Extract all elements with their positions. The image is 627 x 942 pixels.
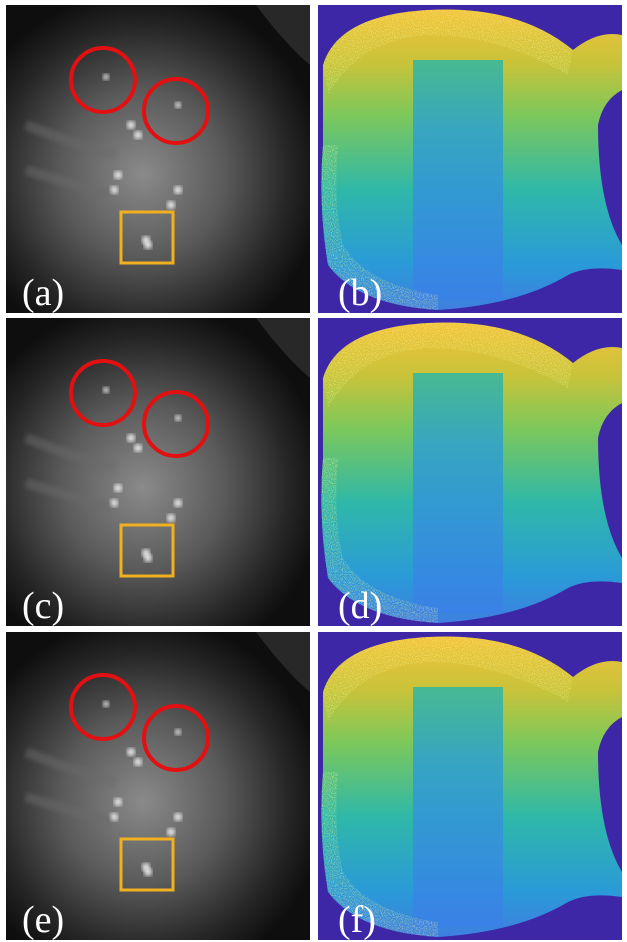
bright-spot xyxy=(144,554,152,562)
panel-label: (e) xyxy=(22,899,64,941)
bright-spot xyxy=(174,813,182,821)
panel-label: (a) xyxy=(22,272,64,314)
bright-spot xyxy=(175,729,181,735)
bright-spot xyxy=(144,241,152,249)
image-background xyxy=(6,5,310,313)
figure: (a) (b) (c) (d) (e) (f) xyxy=(0,0,627,942)
bright-spot xyxy=(174,499,182,507)
depth-map-panel: (d) xyxy=(318,318,622,627)
bright-spot xyxy=(127,748,135,756)
bright-spot xyxy=(103,387,109,393)
panel-label: (d) xyxy=(338,585,382,627)
center-region xyxy=(413,60,503,300)
image-background xyxy=(6,318,310,626)
bright-spot xyxy=(134,758,142,766)
bright-spot xyxy=(114,484,122,492)
depth-map-panel: (f) xyxy=(318,632,622,941)
image-background xyxy=(6,632,310,940)
bright-spot xyxy=(114,171,122,179)
bright-spot xyxy=(167,828,175,836)
intensity-panel: (e) xyxy=(6,632,310,941)
bright-spot xyxy=(127,121,135,129)
intensity-panel: (c) xyxy=(6,318,310,627)
bright-spot xyxy=(103,74,109,80)
panel-label: (b) xyxy=(338,272,382,314)
bright-spot xyxy=(114,798,122,806)
bright-spot xyxy=(167,201,175,209)
panel-label: (c) xyxy=(22,585,64,627)
bright-spot xyxy=(174,186,182,194)
center-region xyxy=(413,373,503,613)
bright-spot xyxy=(134,131,142,139)
depth-map-panel: (b) xyxy=(318,5,622,314)
bright-spot xyxy=(103,701,109,707)
bright-spot xyxy=(175,102,181,108)
bright-spot xyxy=(175,415,181,421)
panel-label: (f) xyxy=(338,899,376,941)
bright-spot xyxy=(134,444,142,452)
bright-spot xyxy=(127,434,135,442)
bright-spot xyxy=(167,514,175,522)
intensity-panel: (a) xyxy=(6,5,310,314)
bright-spot xyxy=(144,868,152,876)
center-region xyxy=(413,687,503,927)
